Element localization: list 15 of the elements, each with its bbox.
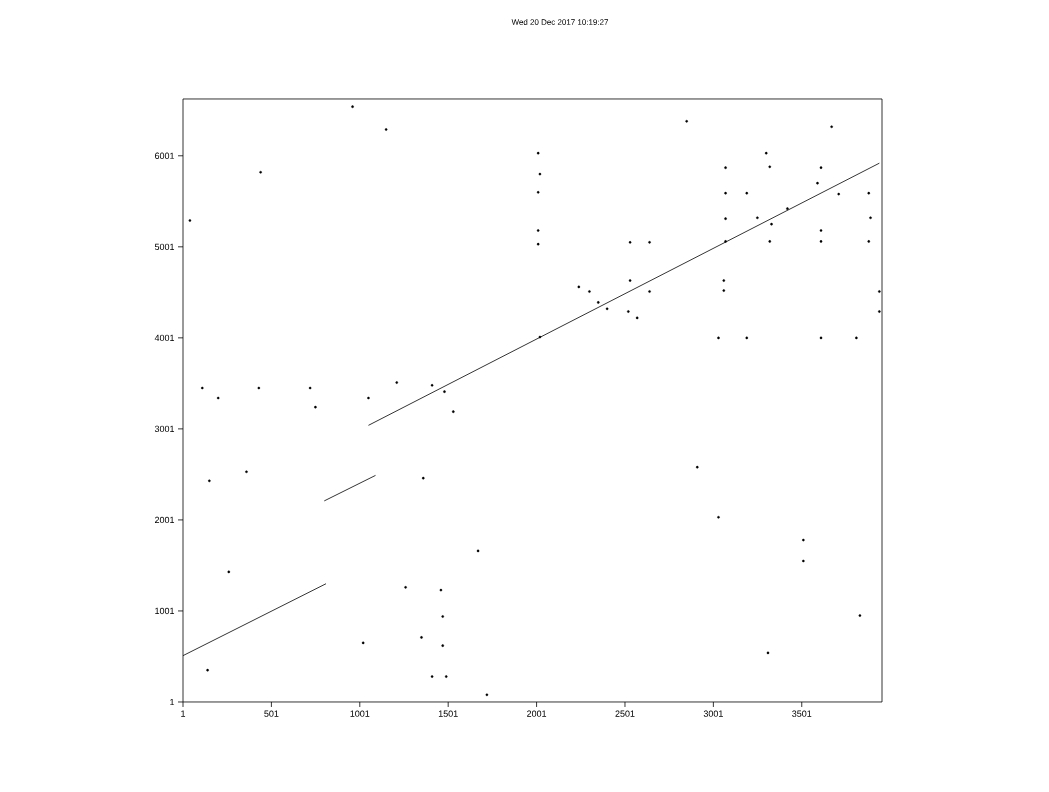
x-tick-label: 2001: [527, 710, 547, 717]
x-tick-label: 2501: [615, 710, 635, 717]
x-tick-label: 501: [264, 710, 279, 717]
y-tick-label: 3001: [154, 425, 175, 433]
x-tick-label: 1501: [438, 710, 458, 717]
x-tick-label: 3001: [703, 710, 723, 717]
x-tick-label: 3501: [792, 710, 812, 717]
y-tick-label: 2001: [155, 516, 175, 524]
y-tick-label: 4001: [154, 334, 175, 342]
y-tick-label: 5001: [154, 243, 175, 250]
y-tick-label: 6001: [155, 152, 175, 159]
y-tick-label: 1: [170, 698, 175, 706]
x-tick-label: 1: [181, 710, 186, 717]
y-tick-label: 1001: [155, 607, 175, 615]
x-tick-label: 1001: [350, 710, 370, 717]
